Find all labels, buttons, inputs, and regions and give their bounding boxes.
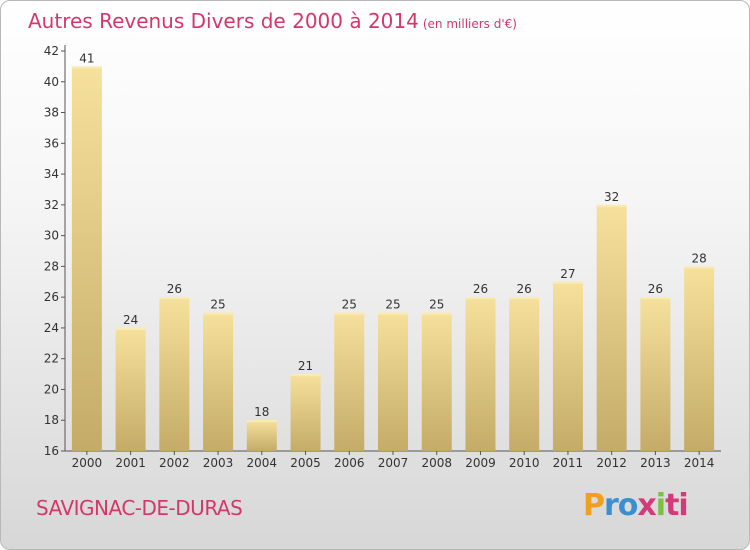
bar-top-highlight — [334, 312, 365, 315]
bar-top-highlight — [71, 66, 102, 69]
bars — [71, 66, 715, 451]
x-tick-label: 2009 — [465, 456, 496, 470]
bar-value-label: 25 — [429, 298, 444, 312]
bar-value-label: 18 — [254, 405, 269, 419]
bar-value-label: 25 — [210, 298, 225, 312]
bar-top-highlight — [684, 266, 715, 269]
x-tick-label: 2003 — [203, 456, 234, 470]
bar-value-label: 26 — [167, 282, 182, 296]
bar-value-label: 25 — [342, 298, 357, 312]
bar-value-label: 27 — [560, 267, 575, 281]
proxiti-logo: Proxiti — [583, 488, 689, 523]
bar-value-label: 26 — [517, 282, 532, 296]
y-tick-label: 22 — [44, 352, 59, 366]
y-tick-label: 18 — [44, 413, 59, 427]
x-tick-label: 2008 — [421, 456, 452, 470]
bar-value-label: 28 — [691, 251, 706, 265]
bar — [378, 312, 408, 451]
x-tick-label: 2001 — [115, 456, 146, 470]
bar — [421, 312, 452, 451]
bar-top-highlight — [203, 312, 234, 315]
y-tick-label: 38 — [44, 106, 59, 120]
chart-unit: (en milliers d'€) — [422, 17, 517, 31]
bar-value-label: 32 — [604, 190, 619, 204]
y-tick-label: 30 — [44, 229, 59, 243]
bar-top-highlight — [290, 374, 321, 377]
bar-top-highlight — [378, 312, 408, 315]
bar — [115, 327, 146, 451]
bar — [71, 66, 102, 451]
y-tick-label: 24 — [44, 321, 59, 335]
bar-top-highlight — [640, 297, 671, 300]
bar — [684, 266, 715, 451]
y-tick-label: 34 — [44, 167, 59, 181]
bar-top-highlight — [159, 297, 190, 300]
x-tick-label: 2011 — [553, 456, 584, 470]
bar-top-highlight — [509, 297, 540, 300]
bar — [596, 204, 627, 451]
bar-top-highlight — [246, 420, 277, 423]
x-tick-label: 2000 — [72, 456, 103, 470]
bar — [640, 297, 671, 451]
chart-title-text: Autres Revenus Divers de 2000 à 2014 — [28, 9, 419, 33]
x-tick-label: 2014 — [684, 456, 715, 470]
bar-value-label: 25 — [385, 298, 400, 312]
y-tick-label: 42 — [44, 44, 59, 58]
x-tick-label: 2005 — [290, 456, 321, 470]
bar — [552, 281, 583, 451]
x-tick-label: 2002 — [159, 456, 190, 470]
town-name: SAVIGNAC-DE-DURAS — [36, 496, 243, 520]
bar-top-highlight — [421, 312, 452, 315]
bar-top-highlight — [596, 204, 627, 207]
chart-title: Autres Revenus Divers de 2000 à 2014 (en … — [28, 9, 517, 33]
bar — [334, 312, 365, 451]
x-tick-label: 2007 — [378, 456, 409, 470]
y-tick-label: 28 — [44, 259, 59, 273]
x-tick-label: 2013 — [640, 456, 671, 470]
bar-top-highlight — [115, 327, 146, 330]
bar — [203, 312, 234, 451]
x-tick-label: 2006 — [334, 456, 365, 470]
y-tick-label: 40 — [44, 75, 59, 89]
bar-value-label: 41 — [79, 51, 94, 65]
bar-top-highlight — [552, 281, 583, 284]
y-tick-label: 36 — [44, 136, 59, 150]
y-tick-label: 26 — [44, 290, 59, 304]
bar-value-label: 21 — [298, 359, 313, 373]
x-tick-label: 2012 — [596, 456, 627, 470]
bar — [246, 420, 277, 451]
bar — [509, 297, 540, 451]
bar-top-highlight — [465, 297, 496, 300]
bar-value-label: 26 — [648, 282, 663, 296]
bar-value-label: 26 — [473, 282, 488, 296]
bar — [159, 297, 190, 451]
bar-value-label: 24 — [123, 313, 138, 327]
bar — [465, 297, 496, 451]
y-tick-label: 20 — [44, 382, 59, 396]
x-tick-label: 2004 — [247, 456, 278, 470]
x-tick-label: 2010 — [509, 456, 540, 470]
y-tick-label: 16 — [44, 444, 59, 458]
labels: 16 18 20 22 24 26 28 30 32 34 36 38 40 42 41 2000 24 2001… — [44, 44, 715, 470]
y-tick-label: 32 — [44, 198, 59, 212]
bar — [290, 374, 321, 451]
